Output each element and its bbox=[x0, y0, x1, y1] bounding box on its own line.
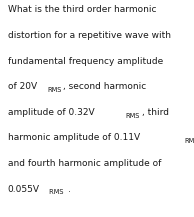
Text: RMS: RMS bbox=[185, 138, 194, 144]
Text: What is the third order harmonic: What is the third order harmonic bbox=[8, 5, 156, 14]
Text: distortion for a repetitive wave with: distortion for a repetitive wave with bbox=[8, 31, 171, 40]
Text: .: . bbox=[68, 185, 71, 194]
Text: and fourth harmonic amplitude of: and fourth harmonic amplitude of bbox=[8, 159, 161, 168]
Text: , third: , third bbox=[141, 108, 169, 117]
Text: RMS: RMS bbox=[47, 189, 64, 196]
Text: fundamental frequency amplitude: fundamental frequency amplitude bbox=[8, 57, 163, 66]
Text: RMS: RMS bbox=[47, 87, 61, 93]
Text: of 20V: of 20V bbox=[8, 82, 37, 91]
Text: harmonic amplitude of 0.11V: harmonic amplitude of 0.11V bbox=[8, 133, 140, 142]
Text: 0.055V: 0.055V bbox=[8, 185, 40, 194]
Text: , second harmonic: , second harmonic bbox=[63, 82, 146, 91]
Text: amplitude of 0.32V: amplitude of 0.32V bbox=[8, 108, 94, 117]
Text: RMS: RMS bbox=[126, 113, 140, 119]
